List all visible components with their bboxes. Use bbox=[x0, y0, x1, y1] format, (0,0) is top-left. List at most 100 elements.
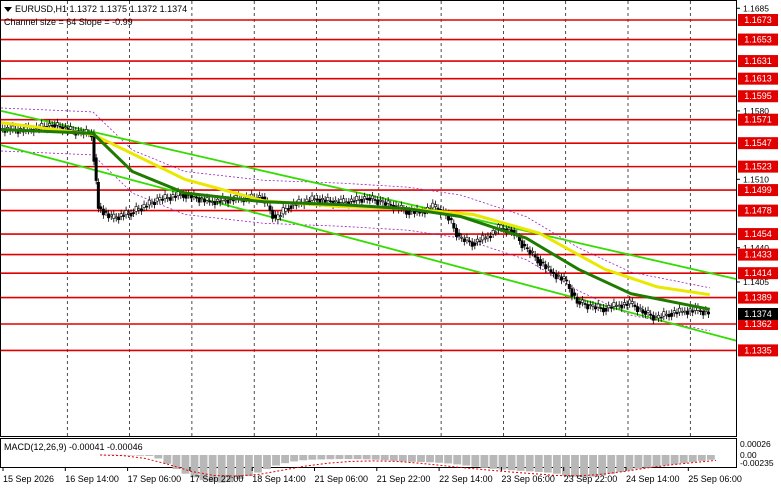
candle-body bbox=[557, 274, 561, 277]
macd-bar bbox=[326, 455, 335, 460]
level-label: 1.1335 bbox=[744, 345, 772, 355]
macd-bar bbox=[208, 455, 217, 482]
macd-bar bbox=[444, 455, 453, 464]
candle-body bbox=[646, 310, 650, 313]
level-label-box bbox=[738, 184, 778, 197]
macd-bar bbox=[389, 455, 398, 461]
candle-body bbox=[604, 308, 608, 312]
candle-body bbox=[195, 196, 199, 199]
macd-bar bbox=[181, 455, 190, 474]
candle-body bbox=[615, 305, 619, 307]
candle-body bbox=[565, 279, 569, 282]
candle-body bbox=[216, 198, 220, 202]
candle-body bbox=[208, 200, 212, 203]
macd-scale-zero: 0.00 bbox=[740, 450, 757, 460]
candle-body bbox=[567, 284, 571, 289]
axis-tick-label: 1.1510 bbox=[743, 174, 769, 184]
candle-body bbox=[523, 243, 527, 247]
candle-body bbox=[271, 210, 275, 219]
macd-bar bbox=[634, 455, 643, 469]
level-label-box bbox=[738, 113, 778, 126]
candle-body bbox=[53, 124, 57, 128]
macd-bar bbox=[453, 455, 462, 465]
candle-body bbox=[200, 197, 204, 200]
candle-body bbox=[289, 205, 293, 209]
candle-body bbox=[260, 196, 264, 199]
macd-bar bbox=[426, 455, 434, 463]
candle-body bbox=[342, 198, 346, 204]
time-label: 21 Sep 22:00 bbox=[377, 474, 431, 484]
candle-body bbox=[541, 261, 545, 264]
macd-bar bbox=[697, 455, 706, 461]
candle-body bbox=[486, 235, 490, 239]
level-label-box bbox=[738, 267, 778, 280]
time-axis: 15 Sep 2026 16 Sep 14:00 17 Sep 06:00 17 Se… bbox=[2, 467, 742, 484]
candle-body bbox=[528, 249, 532, 255]
candle-body bbox=[360, 199, 364, 203]
macd-bar bbox=[525, 455, 534, 472]
candle-body bbox=[431, 202, 435, 209]
macd-bar bbox=[607, 455, 616, 474]
level-label: 1.1433 bbox=[744, 250, 772, 260]
fast-moving-average bbox=[0, 128, 711, 311]
chart-info-header: EURUSD,H1 1.1372 1.1375 1.1372 1.1374 bbox=[4, 4, 187, 14]
level-label: 1.1673 bbox=[744, 15, 772, 25]
candle-body bbox=[50, 124, 54, 127]
candle-body bbox=[691, 310, 695, 313]
bollinger-upper bbox=[0, 107, 710, 289]
macd-bar bbox=[625, 455, 634, 471]
macd-bar bbox=[226, 455, 235, 482]
chart-menu-icon[interactable] bbox=[4, 7, 12, 13]
price-candles bbox=[0, 118, 710, 325]
time-label: 23 Sep 06:00 bbox=[501, 474, 555, 484]
macd-bar bbox=[118, 454, 126, 456]
candle-body bbox=[462, 238, 466, 242]
candle-body bbox=[667, 313, 671, 318]
candle-body bbox=[433, 204, 437, 208]
candle-body bbox=[281, 207, 285, 215]
candle-body bbox=[48, 123, 52, 127]
time-label: 17 Sep 22:00 bbox=[190, 474, 244, 484]
time-label: 21 Sep 06:00 bbox=[315, 474, 369, 484]
candle-body bbox=[549, 269, 553, 273]
candle-body bbox=[578, 301, 582, 305]
macd-bar bbox=[670, 455, 679, 465]
candle-body bbox=[588, 304, 592, 306]
level-label-box bbox=[738, 344, 778, 357]
candle-body bbox=[457, 232, 461, 237]
candle-body bbox=[99, 206, 103, 210]
candle-body bbox=[63, 126, 67, 129]
candle-body bbox=[638, 307, 642, 310]
level-label: 1.1389 bbox=[744, 293, 772, 303]
candle-body bbox=[119, 213, 123, 217]
candle-body bbox=[517, 236, 521, 242]
horizontal-levels bbox=[1, 19, 736, 352]
candle-body bbox=[142, 204, 146, 208]
candle-body bbox=[139, 208, 143, 212]
candle-body bbox=[706, 311, 710, 315]
candle-body bbox=[307, 200, 311, 203]
candle-body bbox=[326, 197, 330, 201]
candle-body bbox=[163, 194, 167, 199]
indicator-info: Channel size = 64 Slope = -0.99 bbox=[4, 17, 133, 27]
level-label: 1.1653 bbox=[744, 35, 772, 45]
candle-body bbox=[596, 303, 600, 308]
candle-body bbox=[107, 213, 111, 219]
candle-body bbox=[114, 216, 118, 219]
level-label: 1.1595 bbox=[744, 91, 772, 101]
candle-body bbox=[96, 181, 100, 209]
candle-body bbox=[122, 215, 126, 217]
candle-body bbox=[166, 197, 170, 199]
level-label-box bbox=[738, 160, 778, 173]
candle-body bbox=[357, 199, 361, 201]
candle-body bbox=[189, 195, 193, 199]
level-label: 1.1571 bbox=[744, 115, 772, 125]
candle-body bbox=[284, 208, 288, 212]
candle-body bbox=[452, 223, 456, 229]
candle-body bbox=[688, 308, 692, 312]
candle-body bbox=[313, 198, 317, 201]
candle-body bbox=[591, 304, 595, 307]
candle-body bbox=[622, 302, 626, 305]
